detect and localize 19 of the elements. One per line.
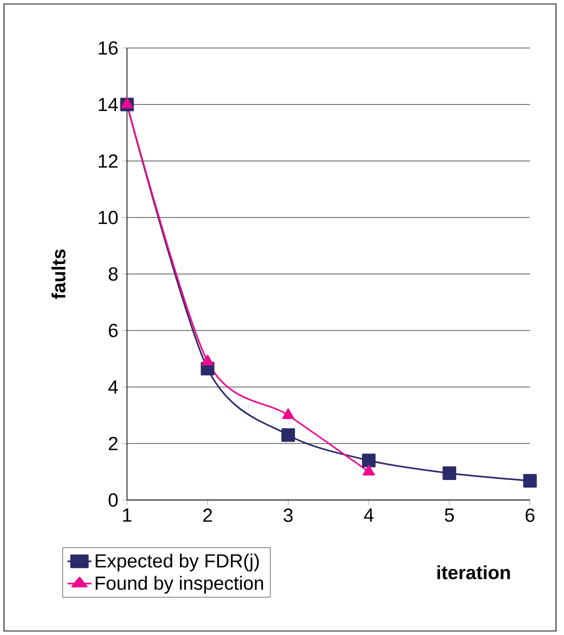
y-tick-label: 2: [108, 436, 118, 450]
y-tick-label: 4: [108, 380, 118, 394]
y-tick-label: 8: [108, 267, 118, 281]
legend-label: Expected by FDR(j): [96, 554, 259, 572]
x-tick-label: 4: [364, 508, 374, 522]
x-axis-title: iteration: [437, 565, 510, 580]
legend-label: Found by inspection: [96, 576, 263, 594]
x-tick-label: 5: [444, 508, 454, 522]
y-tick-label: 14: [98, 98, 118, 112]
y-tick-label: 0: [108, 493, 118, 507]
y-tick-label: 12: [98, 154, 118, 168]
y-axis-title: faults: [52, 249, 66, 300]
x-tick-label: 6: [526, 508, 534, 522]
y-tick-label: 6: [108, 324, 118, 338]
y-tick-label: 16: [98, 41, 118, 55]
x-tick-label: 2: [203, 508, 212, 522]
x-tick-label: 3: [284, 508, 293, 522]
x-tick-label: 1: [123, 508, 132, 522]
y-tick-label: 10: [98, 210, 118, 224]
